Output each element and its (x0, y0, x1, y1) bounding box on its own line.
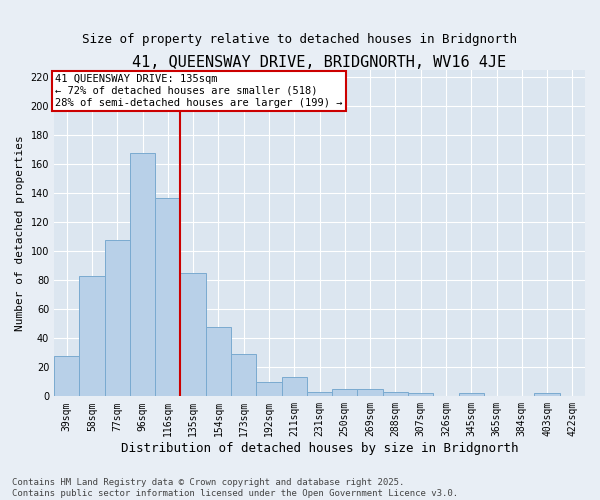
Title: 41, QUEENSWAY DRIVE, BRIDGNORTH, WV16 4JE: 41, QUEENSWAY DRIVE, BRIDGNORTH, WV16 4J… (133, 55, 506, 70)
Bar (79, 276, 104, 396)
Bar (181, 273, 206, 396)
Bar (358, 389, 383, 396)
X-axis label: Distribution of detached houses by size in Bridgnorth: Distribution of detached houses by size … (121, 442, 518, 455)
Bar (281, 378, 307, 396)
Bar (155, 198, 181, 396)
Text: 41 QUEENSWAY DRIVE: 135sqm
← 72% of detached houses are smaller (518)
28% of sem: 41 QUEENSWAY DRIVE: 135sqm ← 72% of deta… (55, 74, 343, 108)
Bar (307, 392, 332, 396)
Y-axis label: Number of detached properties: Number of detached properties (15, 136, 25, 331)
Text: Size of property relative to detached houses in Bridgnorth: Size of property relative to detached ho… (83, 32, 517, 46)
Bar (458, 394, 484, 396)
Bar (535, 394, 560, 396)
Bar (206, 326, 231, 396)
Bar (130, 152, 155, 396)
Bar (231, 354, 256, 397)
Text: Contains HM Land Registry data © Crown copyright and database right 2025.
Contai: Contains HM Land Registry data © Crown c… (12, 478, 458, 498)
Bar (256, 382, 281, 396)
Bar (332, 389, 358, 396)
Bar (54, 356, 79, 397)
Bar (408, 394, 433, 396)
Bar (383, 392, 408, 396)
Bar (104, 240, 130, 396)
